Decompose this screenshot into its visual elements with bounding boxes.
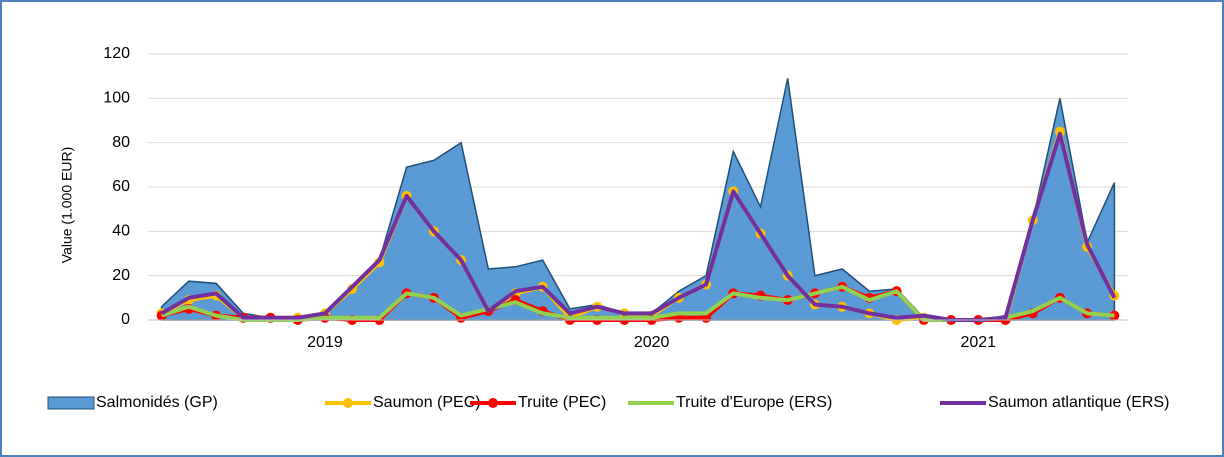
y-tick-label: 20 xyxy=(112,267,130,284)
legend-label: Salmonidés (GP) xyxy=(96,394,218,411)
x-tick-label: 2019 xyxy=(307,334,343,351)
y-tick-label: 60 xyxy=(112,178,130,195)
legend-marker xyxy=(343,398,353,408)
y-tick-label: 40 xyxy=(112,223,130,240)
x-tick-label: 2020 xyxy=(634,334,670,351)
y-tick-label: 120 xyxy=(103,45,130,62)
legend-label: Truite d'Europe (ERS) xyxy=(676,394,832,411)
y-axis-label: Value (1.000 EUR) xyxy=(59,147,75,263)
legend-marker xyxy=(488,398,498,408)
legend-label: Saumon atlantique (ERS) xyxy=(988,394,1169,411)
y-tick-label: 80 xyxy=(112,134,130,151)
marker xyxy=(1054,126,1065,137)
legend-swatch xyxy=(47,396,95,410)
legend-label: Truite (PEC) xyxy=(518,394,606,411)
legend-label: Saumon (PEC) xyxy=(373,394,481,411)
x-tick-label: 2021 xyxy=(960,334,996,351)
y-tick-label: 100 xyxy=(103,90,130,107)
y-tick-label: 0 xyxy=(121,311,130,328)
